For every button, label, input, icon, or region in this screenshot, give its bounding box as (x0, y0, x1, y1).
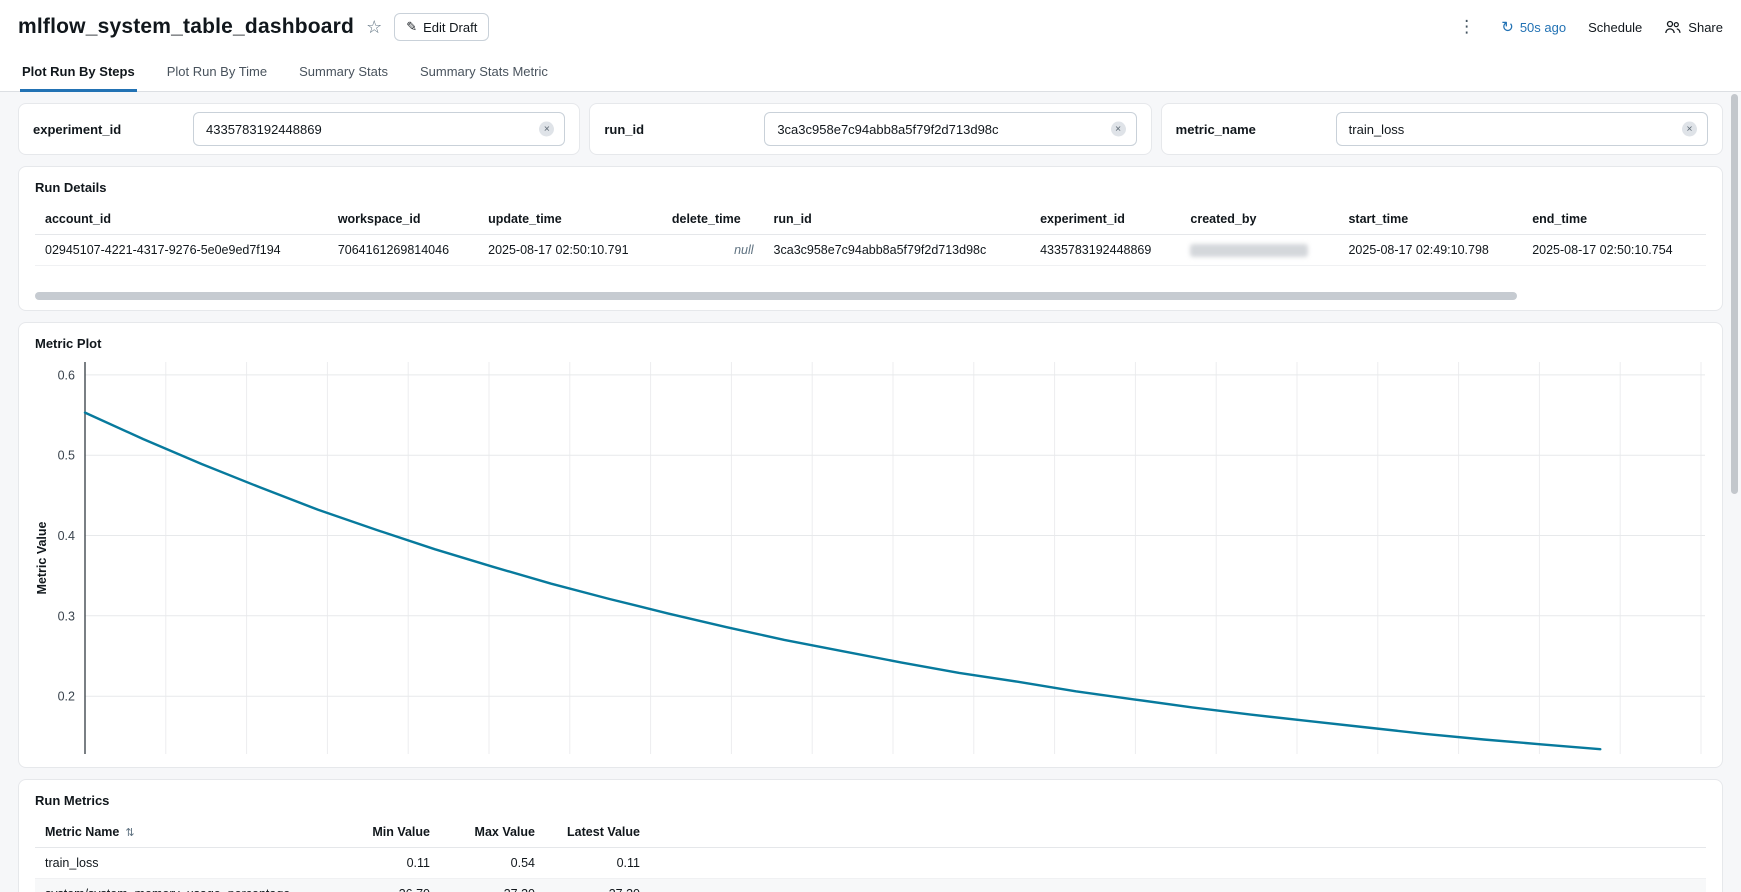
horizontal-scrollbar[interactable] (35, 292, 1517, 300)
metric-plot-card: Metric Plot 0.2 0.3 0.4 0.5 0.6 Metric Value (18, 322, 1723, 768)
y-axis-label: Metric Value (35, 521, 49, 594)
cell-metric-name: system/system_memory_usage_percentage (35, 878, 335, 892)
cell-workspace_id: 7064161269814046 (327, 234, 479, 266)
page-title: mlflow_system_table_dashboard (18, 15, 355, 38)
column-header-workspace_id[interactable]: workspace_id (327, 204, 479, 235)
vertical-scrollbar-thumb[interactable] (1731, 94, 1738, 494)
column-header-update_time[interactable]: update_time (478, 204, 662, 235)
refresh-ago-label: 50s ago (1519, 19, 1567, 35)
cell-account_id: 02945107-4221-4317-9276-5e0e9ed7f194 (35, 234, 328, 266)
refresh-button[interactable]: ↻ 50s ago (1501, 18, 1566, 36)
column-header-latest-value[interactable]: Latest Value (545, 817, 650, 848)
header: mlflow_system_table_dashboard ☆ ✎ Edit D… (0, 0, 1741, 54)
filter-input-run_id[interactable]: 3ca3c958e7c94abb8a5f79f2d713d98c ✕ (764, 112, 1137, 146)
y-tick-label: 0.3 (58, 609, 75, 623)
run-metrics-title: Run Metrics (35, 793, 110, 808)
y-tick-label: 0.5 (58, 449, 75, 463)
cell-value: 37.30 (440, 878, 545, 892)
tab-plot-run-by-time[interactable]: Plot Run By Time (166, 64, 268, 79)
cell-update_time: 2025-08-17 02:50:10.791 (478, 234, 662, 266)
y-tick-label: 0.2 (58, 690, 75, 704)
run-metrics-body: train_loss0.110.540.11system/system_memo… (35, 847, 1706, 892)
clear-icon[interactable]: ✕ (539, 121, 555, 137)
filter-value: 3ca3c958e7c94abb8a5f79f2d713d98c (777, 121, 999, 137)
filter-label: metric_name (1175, 121, 1256, 137)
people-icon (1664, 20, 1681, 34)
cell-run_id: 3ca3c958e7c94abb8a5f79f2d713d98c (763, 234, 1031, 266)
run-metrics-header-row: Metric Name ⇅ Min Value Max Value Latest Val… (35, 817, 1706, 848)
run-details-table: account_id workspace_id update_time delete_… (35, 204, 1706, 266)
sort-icon[interactable]: ⇅ (125, 827, 135, 839)
table-row: system/system_memory_usage_percentage36.… (35, 878, 1706, 892)
cell-value: 0.54 (440, 847, 545, 879)
tab-summary-stats-metric[interactable]: Summary Stats Metric (419, 64, 548, 79)
run-details-title: Run Details (35, 180, 107, 195)
filter-widget-run_id: run_id 3ca3c958e7c94abb8a5f79f2d713d98c ✕ (589, 103, 1152, 155)
tab-summary-stats[interactable]: Summary Stats (299, 64, 388, 79)
filter-value: 4335783192448869 (206, 121, 322, 137)
cell-start_time: 2025-08-17 02:49:10.798 (1338, 234, 1523, 266)
run-details-body: 02945107-4221-4317-9276-5e0e9ed7f194 7064… (35, 234, 1706, 266)
cell-value: 36.70 (335, 878, 440, 892)
column-header-min-value[interactable]: Min Value (335, 817, 440, 848)
train-loss-line (83, 411, 1602, 751)
edit-draft-button[interactable]: ✎ Edit Draft (394, 13, 490, 41)
metric-plot-chart-container: 0.2 0.3 0.4 0.5 0.6 Metric Value (19, 360, 1722, 765)
refresh-icon: ↻ (1501, 19, 1514, 36)
vertical-scrollbar-track[interactable] (1731, 84, 1740, 888)
column-header-account_id[interactable]: account_id (35, 204, 328, 235)
y-tick-label: 0.6 (58, 368, 75, 382)
share-label: Share (1688, 19, 1723, 35)
column-header-experiment_id[interactable]: experiment_id (1030, 204, 1181, 235)
run-metrics-card: Run Metrics Metric Name ⇅ Min Value Max Val… (18, 779, 1723, 892)
column-header-max-value[interactable]: Max Value (440, 817, 545, 848)
run-details-header-row: account_id workspace_id update_time delete_… (35, 204, 1706, 235)
filter-value: train_loss (1348, 121, 1405, 137)
cell-value: 0.11 (545, 847, 650, 879)
pencil-icon: ✎ (406, 19, 418, 34)
filter-input-metric_name[interactable]: train_loss ✕ (1335, 112, 1708, 146)
metric-plot-chart: 0.2 0.3 0.4 0.5 0.6 Metric Value (35, 362, 1705, 754)
run-details-card: Run Details account_id workspace_id update… (18, 166, 1723, 311)
column-header-created_by[interactable]: created_by (1180, 204, 1339, 235)
share-button[interactable]: Share (1664, 20, 1723, 35)
filter-input-experiment_id[interactable]: 4335783192448869 ✕ (193, 112, 566, 146)
run-metrics-table: Metric Name ⇅ Min Value Max Value Latest Val… (35, 817, 1706, 892)
favorite-star-icon[interactable]: ☆ (366, 17, 383, 37)
filter-row: experiment_id 4335783192448869 ✕ run_id 3ca3… (18, 103, 1723, 155)
kebab-menu-icon[interactable]: ⋮ (1458, 17, 1476, 36)
metric-plot-title: Metric Plot (35, 336, 102, 351)
tab-plot-run-by-steps[interactable]: Plot Run By Steps (20, 54, 137, 92)
cell-created_by (1180, 234, 1339, 266)
filter-widget-metric_name: metric_name train_loss ✕ (1160, 103, 1723, 155)
topbar: mlflow_system_table_dashboard ☆ ✎ Edit D… (0, 0, 1741, 92)
table-row: train_loss 0.11 0.54 0.11 (35, 847, 1706, 879)
y-tick-label: 0.4 (58, 529, 75, 543)
schedule-button[interactable]: Schedule (1588, 19, 1643, 35)
column-header-metric-name[interactable]: Metric Name ⇅ (35, 817, 335, 848)
edit-draft-label: Edit Draft (423, 19, 478, 35)
table-row: 02945107-4221-4317-9276-5e0e9ed7f194 7064… (35, 234, 1706, 266)
clear-icon[interactable]: ✕ (1681, 121, 1697, 137)
cell-value: 37.30 (545, 878, 650, 892)
column-header-end_time[interactable]: end_time (1522, 204, 1706, 235)
filter-label: experiment_id (33, 121, 122, 137)
filter-label: run_id (604, 121, 645, 137)
column-header-run_id[interactable]: run_id (763, 204, 1031, 235)
tab-bar: Plot Run By Steps Plot Run By Time Summary… (0, 54, 1741, 92)
cell-filler (650, 878, 1706, 892)
cell-delete_time: null (661, 234, 764, 266)
clear-icon[interactable]: ✕ (1110, 121, 1126, 137)
redacted-value (1190, 243, 1309, 257)
cell-experiment_id: 4335783192448869 (1030, 234, 1181, 266)
cell-value: 0.11 (335, 847, 440, 879)
cell-filler (650, 847, 1706, 879)
filter-widget-experiment_id: experiment_id 4335783192448869 ✕ (18, 103, 581, 155)
cell-metric-name: train_loss (35, 847, 335, 879)
column-header-filler (650, 817, 1706, 848)
dashboard-content: experiment_id 4335783192448869 ✕ run_id 3ca3… (0, 92, 1741, 892)
cell-end_time: 2025-08-17 02:50:10.754 (1522, 234, 1706, 266)
column-header-delete_time[interactable]: delete_time (661, 204, 764, 235)
column-header-start_time[interactable]: start_time (1338, 204, 1523, 235)
